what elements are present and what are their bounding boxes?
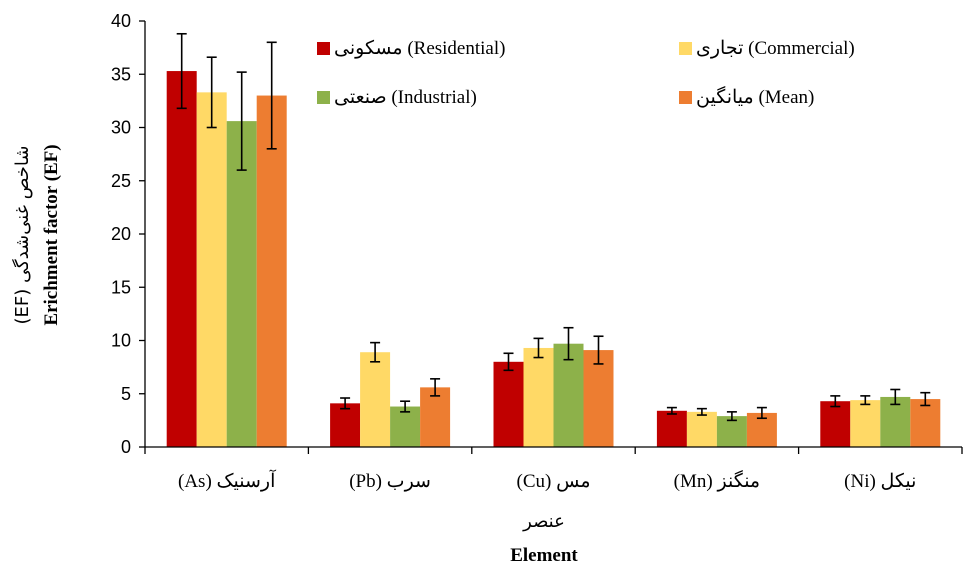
y-tick-label: 20 [111,224,131,244]
bar [716,416,747,447]
bar [523,347,554,447]
x-axis-label-fa: عنصر [522,511,565,532]
bar [166,71,197,448]
bar [493,361,524,447]
bar [256,95,287,448]
y-axis-label-fa: شاخص غنی‌شدگی (EF) [11,146,33,325]
x-axis-label-en: Element [510,545,578,566]
bar [880,396,911,447]
bar [850,400,881,447]
legend-label: صنعتی (Industrial) [334,87,477,108]
error-bars [176,32,931,422]
bar [553,343,584,447]
bar [583,350,614,447]
legend: مسکونی (Residential) تجاری (Commercial) صن… [317,38,855,108]
bar [656,410,687,447]
y-axis-label-en: Erichment factor (EF) [41,144,62,325]
x-tick-label: منگنز (Mn) [674,469,760,492]
y-axis-ticks: 0 5 10 15 20 25 30 35 40 [111,11,145,457]
legend-label: میانگین (Mean) [696,85,814,108]
x-tick-label: آرسنیک (As) [178,469,276,492]
legend-swatch [679,91,692,104]
bar [330,403,361,447]
bar [420,387,451,447]
bar [820,401,851,447]
y-tick-label: 30 [111,118,131,138]
bar [390,406,421,447]
bar [910,399,941,447]
legend-label: تجاری (Commercial) [696,38,855,59]
y-tick-label: 35 [111,64,131,84]
x-tick-label: نیکل (Ni) [844,471,916,492]
y-tick-label: 15 [111,277,131,297]
bar [196,92,227,447]
y-tick-label: 5 [121,384,131,404]
x-tick-label: سرب (Pb) [349,471,431,492]
bars [166,71,941,448]
bar [360,352,391,447]
legend-swatch [679,42,692,55]
bar [226,121,257,448]
legend-swatch [317,42,330,55]
y-tick-label: 25 [111,171,131,191]
y-tick-label: 0 [121,437,131,457]
bar [686,411,717,447]
legend-swatch [317,91,330,104]
x-tick-label: مس (Cu) [517,471,591,492]
y-tick-label: 40 [111,11,131,31]
legend-label: مسکونی (Residential) [334,38,505,59]
y-tick-label: 10 [111,331,131,351]
x-axis-ticks: آرسنیک (As) سرب (Pb) مس (Cu) منگنز (Mn) نیکل… [144,447,963,492]
